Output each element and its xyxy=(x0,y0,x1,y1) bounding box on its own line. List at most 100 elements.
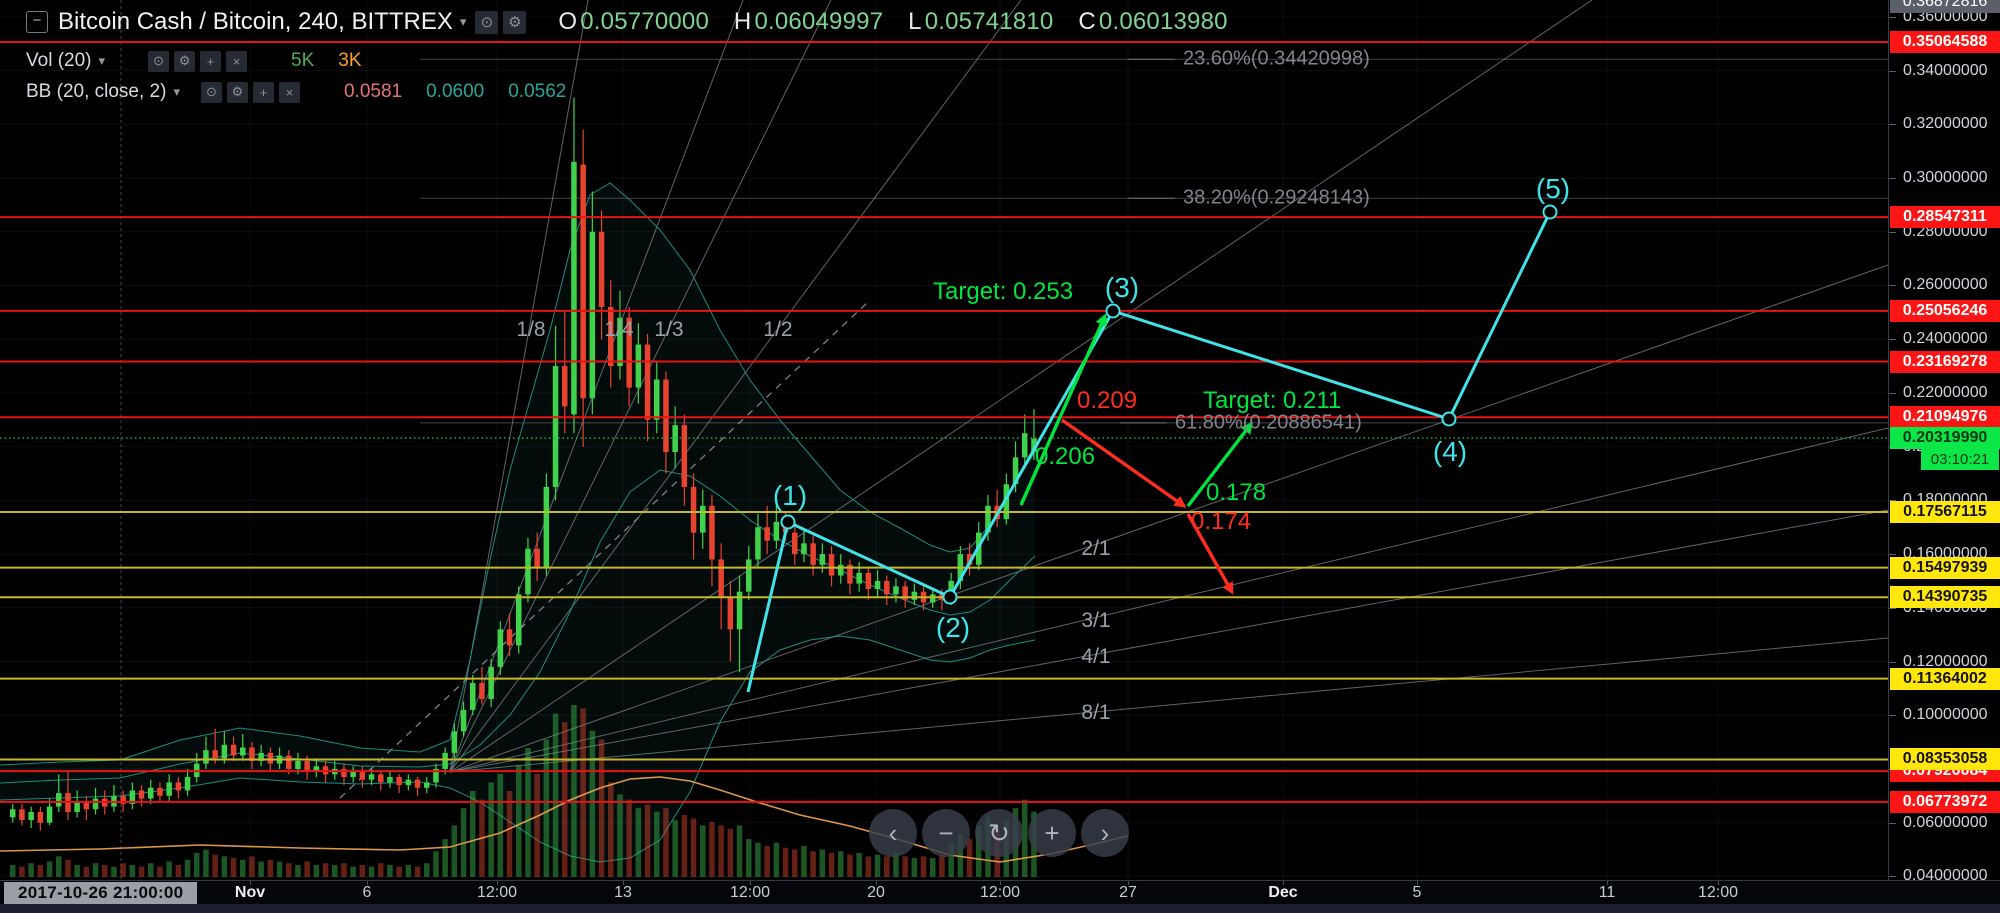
close-label: C xyxy=(1078,8,1096,35)
symbol-row: − Bitcoin Cash / Bitcoin, 240, BITTREX ▾… xyxy=(26,8,1228,36)
annotation-text[interactable]: 0.174 xyxy=(1191,508,1252,535)
plus-icon[interactable]: + xyxy=(200,50,222,72)
volume-ma-slow-value: 3K xyxy=(338,50,362,71)
close-icon[interactable]: × xyxy=(226,50,248,72)
gann-fan-lines xyxy=(449,0,1888,773)
crosshair-date-label: 2017-10-26 21:00:00 xyxy=(4,882,198,904)
annotation-text[interactable]: 0.178 xyxy=(1206,479,1267,506)
chart-canvas[interactable] xyxy=(0,0,1888,880)
fib-retracement-label: 23.60%(0.34420998) xyxy=(1183,47,1370,70)
reset-view-button[interactable]: ↻ xyxy=(975,809,1023,857)
price-tick-mark xyxy=(1889,500,1896,502)
bollinger-value-1: 0.0581 xyxy=(343,81,403,102)
time-axis[interactable]: 2017-10-26 21:00:00 Nov 6 12:00 13 12:00 20 12… xyxy=(0,880,2000,905)
price-tick-label: 0.30000000 xyxy=(1903,169,1988,187)
price-tick-label: 0.32000000 xyxy=(1903,115,1988,133)
eye-icon[interactable]: ⊙ xyxy=(475,10,499,34)
price-axis[interactable]: 0.36000000 0.34000000 0.32000000 0.30000000… xyxy=(1888,0,2000,884)
time-tick-label: 5 xyxy=(1412,884,1422,901)
eye-icon[interactable]: ⊙ xyxy=(200,81,222,103)
price-alert-label-red: 0.06773972 xyxy=(1890,790,2000,813)
gear-icon[interactable]: ⚙ xyxy=(174,50,196,72)
wave-label-3[interactable]: (3) xyxy=(1104,272,1140,303)
chevron-down-icon[interactable]: ▾ xyxy=(459,14,467,29)
symbol-title[interactable]: Bitcoin Cash / Bitcoin, 240, BITTREX xyxy=(58,8,453,35)
time-tick-label: 12:00 xyxy=(1697,884,1739,901)
price-tick-mark xyxy=(1889,715,1896,717)
time-tick-label: Dec xyxy=(1268,884,1298,901)
price-tick-mark xyxy=(1889,124,1896,126)
annotation-text[interactable]: 0.206 xyxy=(1035,443,1096,470)
time-tick-label: 13 xyxy=(614,884,632,901)
bollinger-indicator-label[interactable]: BB (20, close, 2) xyxy=(26,81,167,102)
gann-fan-label: 2/1 xyxy=(1081,537,1111,560)
chevron-down-icon[interactable]: ▾ xyxy=(98,53,106,68)
fib-retracement-label: 38.20%(0.29248143) xyxy=(1183,186,1370,209)
close-icon[interactable]: × xyxy=(278,81,300,103)
low-label: L xyxy=(908,8,922,35)
eye-icon[interactable]: ⊙ xyxy=(148,50,170,72)
price-tick-mark xyxy=(1889,554,1896,556)
time-tick-mark xyxy=(1718,881,1719,885)
fib-retracement-label: 61.80%(0.20886541) xyxy=(1175,411,1362,434)
price-alert-label-yellow: 0.14390735 xyxy=(1890,586,2000,609)
time-tick-mark xyxy=(250,881,251,885)
gear-icon[interactable]: ⚙ xyxy=(226,81,248,103)
time-tick-mark xyxy=(1283,881,1284,885)
annotation-text[interactable]: Target: 0.253 xyxy=(933,278,1074,305)
time-tick-label: 12:00 xyxy=(729,884,771,901)
chevron-down-icon[interactable]: ▾ xyxy=(173,84,180,99)
price-tick-mark xyxy=(1889,607,1896,609)
scroll-right-button[interactable]: › xyxy=(1081,809,1129,857)
time-tick-label: 6 xyxy=(362,884,372,901)
gann-fan-label: 4/1 xyxy=(1081,645,1111,668)
price-tick-label: 0.10000000 xyxy=(1903,706,1988,724)
time-tick-label: 12:00 xyxy=(979,884,1021,901)
gann-fan-label: 1/8 xyxy=(516,318,546,341)
price-tick-mark xyxy=(1889,339,1896,341)
price-tick-label: 0.34000000 xyxy=(1903,61,1988,79)
wave-label-1[interactable]: (1) xyxy=(772,480,808,511)
low-value: 0.05741810 xyxy=(924,8,1054,35)
time-tick-mark xyxy=(1128,881,1129,885)
ohlc-readout: O 0.05770000 H 0.06049997 L 0.05741810 C 0.0… xyxy=(552,8,1227,36)
price-tick-label: 0.26000000 xyxy=(1903,276,1988,294)
current-price-label: 0.20319990 xyxy=(1890,427,2000,450)
close-value: 0.06013980 xyxy=(1098,8,1228,35)
volume-indicator-label[interactable]: Vol (20) xyxy=(26,50,92,71)
annotation-text[interactable]: 0.209 xyxy=(1077,387,1138,414)
time-tick-label: 20 xyxy=(867,884,885,901)
time-tick-mark xyxy=(1417,881,1418,885)
gann-fan-label: 1/3 xyxy=(654,318,684,341)
price-alert-label-yellow: 0.17567115 xyxy=(1890,500,2000,523)
price-tick-mark xyxy=(1889,661,1896,663)
price-alert-label-yellow: 0.08353058 xyxy=(1890,748,2000,771)
wave-label-4[interactable]: (4) xyxy=(1432,436,1468,467)
zoom-in-button[interactable]: + xyxy=(1028,809,1076,857)
price-tick-mark xyxy=(1889,231,1896,233)
price-alert-label-red: 0.21094976 xyxy=(1890,406,2000,429)
wave-label-2[interactable]: (2) xyxy=(935,612,971,643)
annotation-text[interactable]: Target: 0.211 xyxy=(1203,387,1342,414)
price-tick-label: 0.06000000 xyxy=(1903,813,1988,831)
scroll-left-button[interactable]: ‹ xyxy=(869,809,917,857)
time-tick-label: Nov xyxy=(234,884,266,901)
zoom-out-button[interactable]: − xyxy=(922,809,970,857)
bottom-scroll-strip[interactable] xyxy=(0,904,2000,913)
bollinger-indicator-row: BB (20, close, 2) ▾ ⊙ ⚙ + × 0.0581 0.060… xyxy=(26,81,1228,103)
collapse-legend-icon[interactable]: − xyxy=(26,11,48,33)
target-arrows xyxy=(1019,313,1253,595)
volume-indicator-row: Vol (20) ▾ ⊙ ⚙ + × 5K 3K xyxy=(26,50,1228,72)
time-tick-mark xyxy=(750,881,751,885)
open-value: 0.05770000 xyxy=(580,8,710,35)
gear-icon[interactable]: ⚙ xyxy=(503,10,527,34)
time-tick-mark xyxy=(876,881,877,885)
time-tick-mark xyxy=(1607,881,1608,885)
gann-fan-label: 1/2 xyxy=(763,318,793,341)
wave-label-5[interactable]: (5) xyxy=(1535,173,1571,204)
plus-icon[interactable]: + xyxy=(252,81,274,103)
gann-fan-label: 3/1 xyxy=(1081,609,1111,632)
price-tick-mark xyxy=(1889,392,1896,394)
price-tick-label: 0.24000000 xyxy=(1903,330,1988,348)
